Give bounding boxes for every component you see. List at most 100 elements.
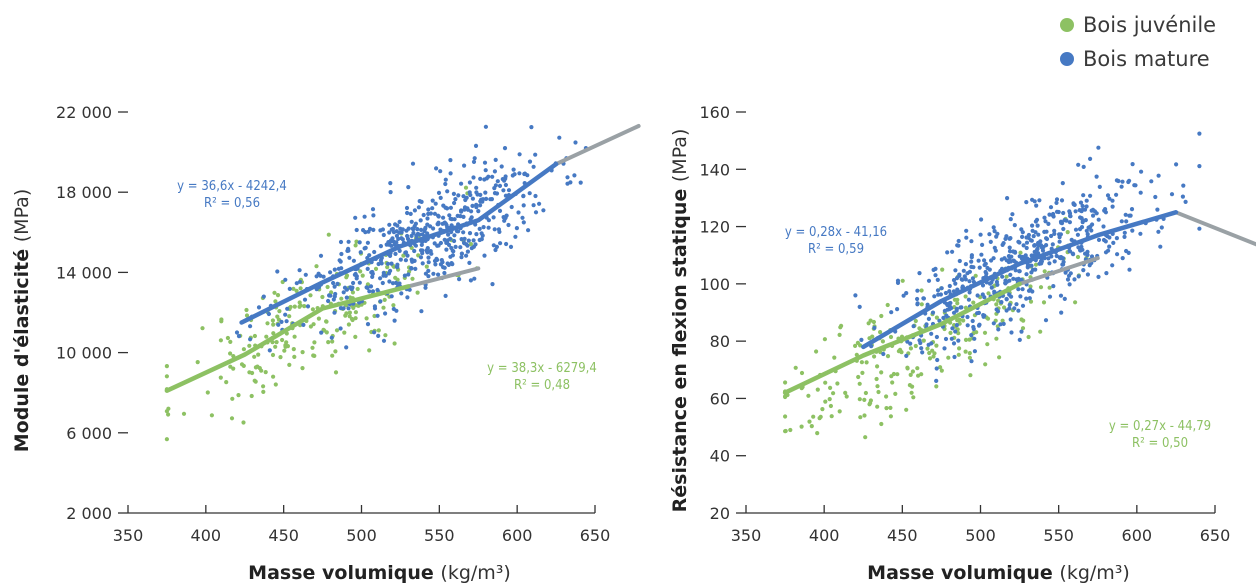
- data-point: [857, 381, 862, 386]
- data-point: [1036, 232, 1041, 237]
- data-point: [1018, 250, 1023, 255]
- data-point: [533, 210, 539, 215]
- data-point: [1046, 221, 1051, 226]
- data-point: [403, 258, 408, 263]
- data-point: [913, 318, 918, 324]
- data-point: [1000, 274, 1005, 279]
- data-point: [378, 276, 383, 281]
- data-point: [358, 269, 363, 274]
- data-point: [927, 350, 932, 356]
- data-point: [297, 268, 302, 273]
- data-point: [934, 384, 939, 389]
- data-point: [573, 140, 578, 145]
- data-point: [279, 319, 284, 324]
- data-point: [951, 278, 957, 283]
- data-point: [438, 240, 443, 246]
- data-point: [440, 221, 445, 226]
- data-point: [462, 163, 467, 168]
- data-point: [980, 283, 986, 288]
- data-point: [333, 370, 339, 375]
- data-point: [1174, 162, 1179, 167]
- data-point: [500, 177, 505, 182]
- legend-item-juvenile: Bois juvénile: [1060, 8, 1216, 42]
- data-point: [1110, 198, 1115, 203]
- data-point: [352, 272, 357, 277]
- data-point: [256, 352, 261, 357]
- data-point: [436, 190, 442, 195]
- data-point: [423, 225, 428, 230]
- data-point: [508, 244, 514, 249]
- data-point: [236, 334, 242, 339]
- data-point: [350, 290, 355, 295]
- data-point: [1028, 284, 1033, 289]
- data-point: [938, 365, 943, 370]
- data-point: [491, 215, 496, 220]
- data-point: [953, 329, 958, 334]
- data-point: [388, 190, 393, 195]
- data-point: [416, 205, 421, 210]
- data-point: [935, 357, 940, 363]
- data-point: [382, 297, 387, 302]
- data-point: [332, 267, 337, 272]
- series-points-mature: [234, 124, 589, 353]
- data-point: [402, 273, 407, 278]
- data-point: [1158, 244, 1163, 249]
- data-point: [357, 240, 362, 245]
- data-point: [354, 239, 359, 244]
- data-point: [228, 339, 233, 344]
- data-point: [219, 319, 224, 324]
- data-point: [287, 314, 292, 319]
- data-point: [467, 180, 472, 185]
- data-point: [1088, 224, 1093, 229]
- data-point: [423, 271, 428, 276]
- data-point: [823, 380, 828, 385]
- data-point: [879, 370, 884, 375]
- y-axis-title-main: Module d'élasticité: [11, 242, 33, 452]
- data-point: [431, 226, 436, 231]
- data-point: [930, 348, 935, 353]
- data-point: [388, 181, 393, 186]
- data-point: [968, 373, 973, 378]
- data-point: [1039, 261, 1044, 266]
- data-point: [991, 256, 996, 261]
- data-point: [1080, 247, 1085, 252]
- data-point: [1060, 262, 1065, 267]
- data-point: [1067, 220, 1072, 225]
- data-point: [950, 249, 955, 254]
- data-point: [390, 226, 395, 232]
- data-point: [284, 319, 289, 324]
- data-point: [320, 294, 325, 300]
- data-point: [1047, 294, 1053, 299]
- data-point: [459, 251, 464, 256]
- data-point: [533, 193, 538, 199]
- data-point: [565, 181, 570, 186]
- data-point: [1016, 308, 1021, 313]
- data-point: [994, 234, 999, 239]
- data-point: [893, 391, 898, 396]
- data-point: [1044, 243, 1049, 248]
- data-point: [526, 228, 531, 233]
- data-point: [955, 243, 960, 248]
- data-point: [443, 181, 448, 187]
- data-point: [1030, 223, 1035, 228]
- data-point: [1119, 184, 1124, 189]
- data-point: [863, 390, 869, 396]
- y-tick-label: 6 000: [66, 424, 112, 443]
- data-point: [280, 337, 285, 343]
- data-point: [412, 248, 417, 254]
- data-point: [1081, 164, 1086, 169]
- y-tick-label: 2 000: [66, 504, 112, 523]
- data-point: [952, 354, 957, 360]
- data-point: [354, 276, 359, 281]
- data-point: [463, 185, 469, 190]
- data-point: [253, 365, 258, 370]
- data-point: [308, 293, 313, 298]
- data-point: [324, 330, 329, 335]
- data-point: [1067, 209, 1072, 214]
- data-point: [404, 228, 409, 233]
- data-point: [1035, 247, 1040, 252]
- data-point: [457, 277, 462, 282]
- data-point: [498, 241, 503, 246]
- data-point: [895, 372, 900, 377]
- data-point: [234, 330, 240, 335]
